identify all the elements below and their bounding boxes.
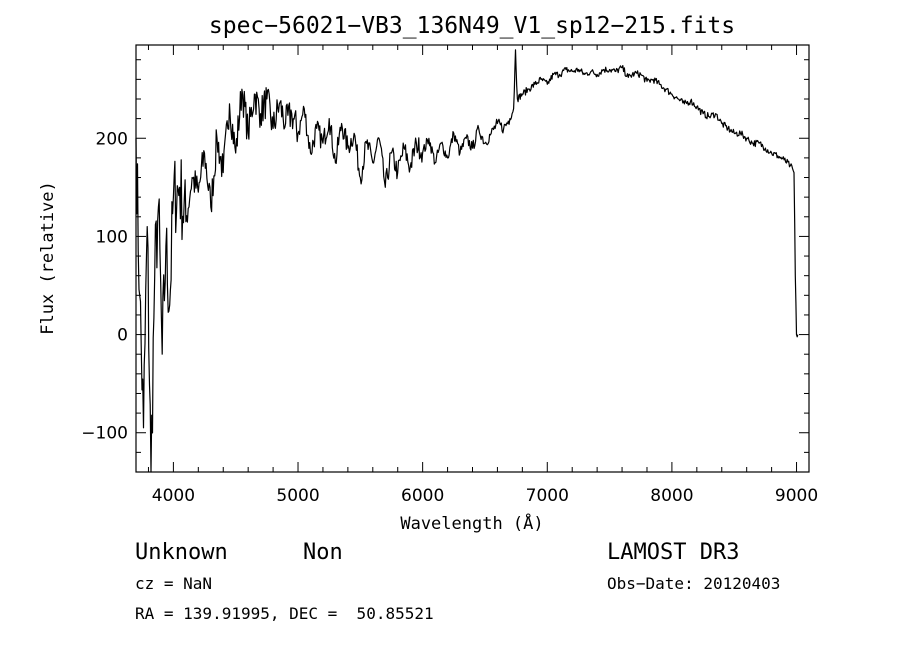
object-class: Unknown [135, 540, 228, 565]
y-tick-label: −100 [81, 424, 128, 444]
plot-frame [135, 44, 810, 473]
y-axis-label: Flux (relative) [38, 181, 58, 335]
object-subclass: Non [303, 540, 343, 565]
x-tick-label: 9000 [775, 486, 818, 506]
coordinates: RA = 139.91995, DEC = 50.85521 [135, 604, 434, 623]
chart-title: spec−56021−VB3_136N49_V1_sp12−215.fits [209, 13, 735, 39]
y-tick-label: 100 [96, 227, 128, 247]
y-tick-label: 200 [96, 129, 128, 149]
survey-name: LAMOST DR3 [607, 540, 739, 565]
x-tick-label: 8000 [650, 486, 693, 506]
spectrum-line [135, 49, 799, 473]
x-tick-label: 6000 [401, 486, 444, 506]
redshift-readout: cz = NaN [135, 574, 212, 593]
obs-date: Obs−Date: 20120403 [607, 574, 780, 593]
y-tick-label: 0 [117, 326, 128, 346]
x-axis-label: Wavelength (Å) [400, 512, 543, 534]
x-tick-label: 4000 [152, 486, 195, 506]
axis-ticks [136, 45, 809, 473]
x-tick-label: 5000 [276, 486, 319, 506]
plot-area: 4000 5000 6000 7000 8000 9000 −100 0 100 200 [81, 44, 818, 506]
x-tick-label: 7000 [526, 486, 569, 506]
axis-tick-labels: 4000 5000 6000 7000 8000 9000 −100 0 100 200 [81, 129, 818, 506]
